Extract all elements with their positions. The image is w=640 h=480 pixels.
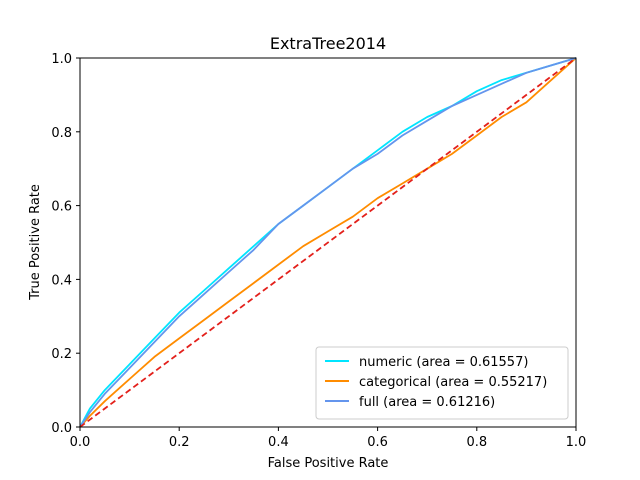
chart-title: ExtraTree2014 [270, 34, 386, 53]
y-axis-label: True Positive Rate [28, 184, 43, 301]
x-tick-label: 0.4 [268, 435, 289, 450]
y-tick-label: 0.0 [51, 421, 72, 436]
y-tick-label: 0.8 [51, 126, 72, 141]
x-tick-label: 0.0 [70, 435, 91, 450]
x-tick-label: 0.2 [169, 435, 190, 450]
series-line-1 [79, 57, 577, 428]
legend: numeric (area = 0.61557) categorical (are… [315, 346, 569, 420]
x-tick-label: 0.6 [367, 435, 388, 450]
chance-diagonal-line [79, 57, 577, 428]
legend-box [315, 346, 569, 420]
legend-label: categorical (area = 0.55217) [359, 375, 547, 390]
legend-label: full (area = 0.61216) [359, 395, 495, 410]
y-tick-label: 0.2 [51, 347, 72, 362]
axes-frame [79, 57, 577, 428]
legend-label: numeric (area = 0.61557) [359, 355, 528, 370]
y-tick-label: 0.6 [51, 200, 72, 215]
y-tick-label: 0.4 [51, 273, 72, 288]
x-tick-label: 1.0 [566, 435, 587, 450]
series-line-2 [79, 57, 577, 428]
x-axis-label: False Positive Rate [268, 456, 389, 471]
axis-ticks: 0.0 0.2 0.4 0.6 0.8 1.0 0.0 0.2 0.4 0.6 0.8 1.0 [51, 52, 586, 450]
y-tick-label: 1.0 [51, 52, 72, 67]
plot-area [79, 57, 577, 428]
x-tick-label: 0.8 [466, 435, 487, 450]
